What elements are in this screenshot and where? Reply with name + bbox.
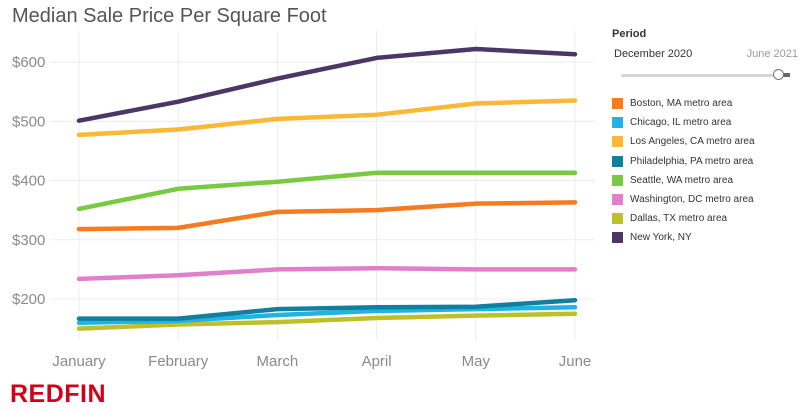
y-tick-label: $600 (12, 54, 45, 71)
legend-label: New York, NY (630, 232, 692, 244)
period-start-label: December 2020 (614, 48, 693, 60)
series-line[interactable] (76, 98, 578, 138)
x-tick-label: February (148, 353, 209, 370)
legend-swatch (612, 174, 623, 186)
chart-title: Median Sale Price Per Square Foot (12, 5, 327, 27)
series-line[interactable] (76, 311, 578, 331)
legend-swatch (612, 194, 623, 206)
series-line[interactable] (76, 305, 578, 325)
slider-handle[interactable] (773, 69, 784, 80)
line-chart: $200 $300 $400 $500 $600 January February March… (12, 31, 595, 370)
legend-label: Los Angeles, CA metro area (630, 136, 755, 148)
series-line[interactable] (76, 265, 578, 282)
legend-item[interactable]: New York, NY (612, 228, 755, 247)
period-slider[interactable] (612, 69, 794, 82)
legend-swatch (612, 232, 623, 244)
slider-end-cap (783, 73, 790, 77)
legend-item[interactable]: Seattle, WA metro area (612, 171, 755, 190)
y-tick-label: $200 (12, 291, 45, 308)
legend-swatch (612, 155, 623, 167)
legend-label: Chicago, IL metro area (630, 117, 732, 129)
y-tick-label: $500 (12, 113, 45, 130)
legend-item[interactable]: Philadelphia, PA metro area (612, 152, 755, 171)
x-tick-label: March (257, 353, 299, 370)
x-tick-label: April (362, 353, 392, 370)
period-filter: Period December 2020 June 2021 (612, 28, 798, 82)
x-tick-label: June (559, 353, 592, 370)
legend-item[interactable]: Chicago, IL metro area (612, 113, 755, 132)
redfin-logo: REDFIN (10, 380, 107, 408)
series-line[interactable] (76, 46, 578, 123)
x-tick-label: May (462, 353, 491, 370)
slider-track[interactable] (621, 74, 784, 77)
series-line[interactable] (76, 200, 578, 232)
legend-swatch (612, 117, 623, 129)
series-line[interactable] (76, 170, 578, 212)
period-end-label: June 2021 (746, 48, 798, 60)
period-range: December 2020 June 2021 (612, 48, 798, 64)
legend-label: Dallas, TX metro area (630, 213, 728, 225)
series-line[interactable] (76, 297, 578, 321)
legend-item[interactable]: Dallas, TX metro area (612, 209, 755, 228)
legend-swatch (612, 98, 623, 110)
x-tick-label: January (52, 353, 106, 370)
legend-item[interactable]: Boston, MA metro area (612, 94, 755, 113)
legend-label: Seattle, WA metro area (630, 174, 734, 186)
y-tick-label: $400 (12, 173, 45, 190)
legend-swatch (612, 136, 623, 148)
legend: Boston, MA metro area Chicago, IL metro a… (612, 94, 755, 248)
legend-label: Washington, DC metro area (630, 194, 754, 206)
legend-item[interactable]: Los Angeles, CA metro area (612, 132, 755, 151)
legend-item[interactable]: Washington, DC metro area (612, 190, 755, 209)
legend-swatch (612, 213, 623, 225)
y-tick-label: $300 (12, 232, 45, 249)
legend-label: Boston, MA metro area (630, 98, 733, 110)
period-title: Period (612, 28, 647, 40)
legend-label: Philadelphia, PA metro area (630, 155, 754, 167)
